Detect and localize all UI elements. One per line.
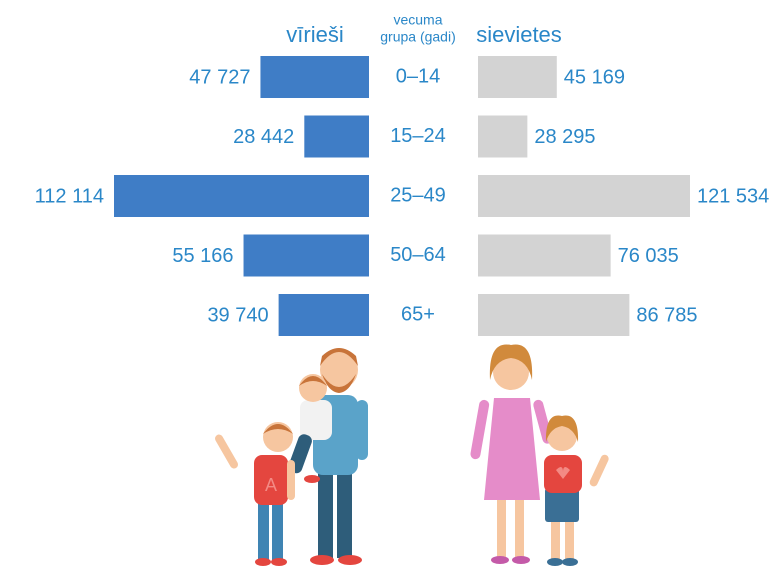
illustration: A xyxy=(215,344,609,566)
bar xyxy=(478,294,630,336)
value-label: 45 169 xyxy=(564,66,625,88)
bar xyxy=(260,56,369,98)
value-label: 121 534 xyxy=(697,185,769,207)
bar xyxy=(304,115,369,158)
legend-label: sievietes xyxy=(476,22,562,47)
girl xyxy=(544,415,609,566)
bar xyxy=(478,234,611,277)
value-label: 112 114 xyxy=(35,185,104,207)
bar xyxy=(478,175,690,217)
value-label: 28 442 xyxy=(233,126,294,148)
value-label: 39 740 xyxy=(207,304,268,326)
mother xyxy=(470,344,553,564)
svg-text:A: A xyxy=(265,475,277,495)
bar xyxy=(478,56,557,98)
bar xyxy=(243,234,369,277)
value-label: 86 785 xyxy=(636,304,697,326)
boy: A xyxy=(215,422,295,566)
father xyxy=(310,348,368,565)
category-axis-title: vecuma xyxy=(393,12,442,28)
legend-label: vīrieši xyxy=(286,22,343,47)
category-label: 25–49 xyxy=(390,184,446,206)
bar xyxy=(478,115,528,158)
value-label: 55 166 xyxy=(172,245,233,267)
child-held xyxy=(288,374,332,483)
value-label: 47 727 xyxy=(189,66,250,88)
category-label: 65+ xyxy=(401,303,435,325)
value-label: 28 295 xyxy=(534,126,595,148)
category-axis-title: grupa (gadi) xyxy=(380,29,456,45)
bar xyxy=(278,294,369,336)
category-label: 15–24 xyxy=(390,125,446,147)
bar xyxy=(114,175,369,217)
category-label: 50–64 xyxy=(390,244,446,266)
category-label: 0–14 xyxy=(396,65,441,87)
value-label: 76 035 xyxy=(618,245,679,267)
